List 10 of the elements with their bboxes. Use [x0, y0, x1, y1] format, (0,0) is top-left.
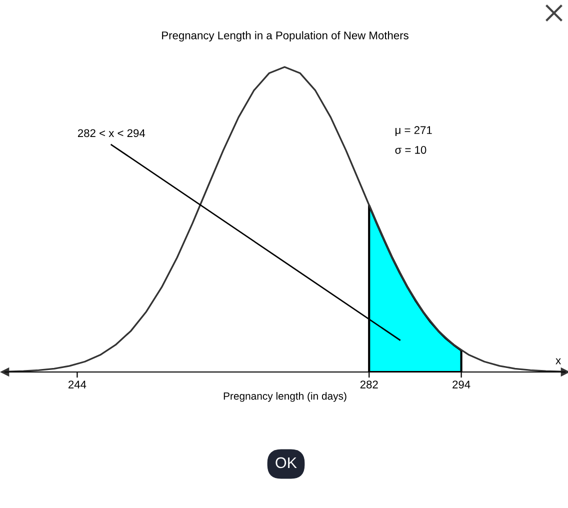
chart-title: Pregnancy Length in a Population of New Mothers: [162, 31, 408, 42]
x-tick-label: 244: [68, 380, 86, 388]
x-tick-label: 282: [360, 380, 378, 388]
annotation: μ = 271: [396, 126, 432, 136]
x-axis-title: Pregnancy length (in days): [224, 392, 346, 402]
annotation: x: [556, 358, 561, 364]
annotation: σ = 10: [395, 146, 426, 154]
text: OK: [276, 457, 297, 468]
x-tick-label: 294: [452, 380, 470, 388]
annotation: 282 < x < 294: [78, 129, 146, 138]
